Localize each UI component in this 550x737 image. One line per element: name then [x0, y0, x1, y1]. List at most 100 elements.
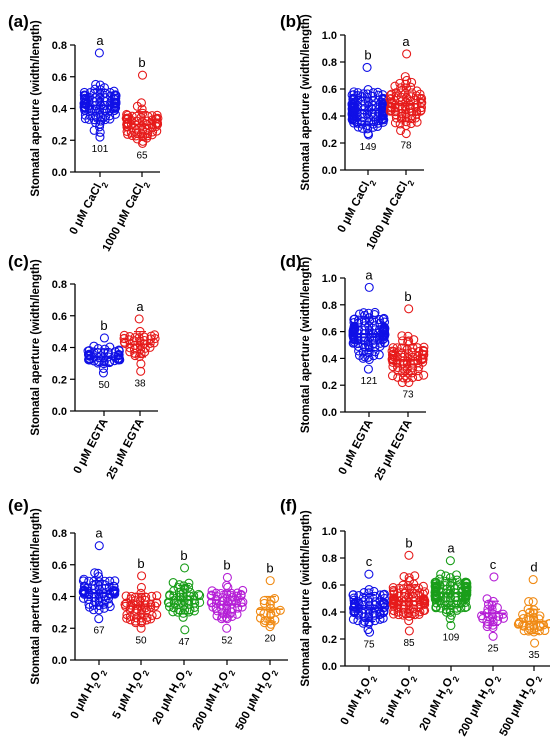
data-point — [410, 571, 420, 581]
sample-size-label: 38 — [134, 378, 146, 389]
significance-letter: d — [530, 560, 537, 575]
data-point — [388, 343, 398, 353]
y-tick-label: 0.8 — [52, 279, 67, 291]
data-point — [180, 625, 190, 635]
data-point — [131, 131, 141, 141]
data-point — [386, 93, 396, 104]
data-point — [152, 610, 162, 620]
data-point — [402, 49, 412, 59]
data-point — [359, 588, 369, 598]
y-axis-label: Stomatal aperture (width/length) — [300, 14, 312, 191]
y-tick-label: 1.0 — [322, 526, 337, 538]
data-point — [364, 282, 374, 292]
data-point — [404, 573, 414, 583]
data-point — [189, 602, 200, 612]
data-point — [370, 307, 380, 318]
significance-letter: a — [447, 541, 455, 556]
data-point — [436, 569, 446, 579]
data-point — [397, 331, 407, 341]
data-point — [260, 615, 270, 626]
data-point — [400, 88, 410, 99]
data-point — [232, 588, 242, 598]
data-point — [387, 353, 397, 364]
data-point — [393, 588, 403, 598]
data-point — [136, 582, 146, 592]
sample-size-label: 85 — [403, 638, 415, 649]
y-axis-label: Stomatal aperture (width/length) — [300, 257, 312, 434]
data-point — [399, 572, 409, 582]
y-tick-label: 0.2 — [322, 138, 337, 150]
y-tick-label: 0.0 — [322, 661, 337, 673]
data-point — [174, 580, 184, 590]
data-point — [94, 614, 104, 624]
data-point — [358, 347, 368, 357]
y-axis-label: Stomatal aperture (width/length) — [30, 259, 42, 436]
sample-size-label: 73 — [402, 390, 414, 401]
y-tick-label: 0.6 — [322, 580, 337, 592]
y-tick-label: 0.0 — [322, 165, 337, 177]
x-tick-label: 200 μM H2O2 — [457, 672, 504, 737]
data-point — [110, 576, 120, 586]
data-point — [178, 588, 188, 598]
data-point — [126, 591, 137, 601]
data-point — [404, 626, 414, 636]
data-point — [216, 588, 226, 599]
data-point — [364, 308, 374, 318]
sample-size-label: 50 — [98, 380, 110, 391]
sample-size-label: 52 — [221, 635, 233, 646]
data-point — [447, 577, 457, 587]
data-point — [528, 597, 538, 607]
data-point — [388, 583, 398, 593]
data-point — [374, 315, 384, 325]
x-tick-label: 0 μM EGTA — [337, 418, 376, 477]
data-point — [363, 124, 373, 134]
y-tick-label: 0.0 — [52, 167, 67, 179]
data-point — [404, 550, 414, 560]
data-point — [105, 342, 115, 352]
y-tick-label: 0.8 — [52, 40, 67, 52]
y-tick-label: 0.8 — [322, 553, 337, 565]
chart-panel: (a) Stomatal aperture (width/length) 0.0 0.… — [8, 12, 163, 254]
data-point — [222, 572, 232, 583]
data-point — [419, 342, 429, 352]
data-point — [122, 610, 132, 620]
data-point — [85, 88, 95, 98]
data-point — [94, 541, 104, 551]
data-point — [98, 368, 108, 378]
x-tick-label: 500 μM H2O2 — [498, 672, 545, 737]
data-point — [388, 585, 398, 595]
chart-panel: (e)Stomatal aperture (width/length) 0.0 0.… — [8, 496, 288, 732]
data-point — [379, 313, 389, 323]
data-point — [120, 599, 130, 610]
sample-size-label: 20 — [264, 634, 276, 645]
data-point — [489, 572, 499, 582]
data-point — [498, 609, 508, 619]
data-point — [79, 87, 89, 97]
data-point — [180, 563, 190, 573]
data-point — [134, 333, 144, 343]
significance-letter: b — [100, 318, 107, 333]
data-point — [114, 345, 124, 355]
data-point — [359, 308, 369, 318]
data-point — [387, 89, 397, 99]
sample-size-label: 109 — [443, 633, 460, 644]
significance-letter: b — [364, 47, 371, 62]
data-point — [398, 604, 409, 614]
data-point — [390, 81, 400, 91]
data-point — [93, 568, 103, 578]
data-point — [119, 333, 129, 343]
y-tick-label: 0.4 — [52, 104, 68, 116]
data-point — [222, 623, 232, 633]
data-point — [121, 591, 131, 601]
significance-letter: b — [138, 55, 145, 70]
y-tick-label: 0.6 — [322, 84, 337, 96]
panel-label: (f) — [280, 496, 297, 515]
significance-letter: b — [137, 556, 144, 571]
data-point — [396, 125, 406, 136]
x-tick-label: 0 μM CaCl2 — [68, 178, 111, 239]
chart-panel: (b)Stomatal aperture (width/length) 0.0 0.… — [280, 12, 427, 252]
sample-size-label: 121 — [361, 376, 378, 387]
data-point — [445, 573, 455, 583]
data-point — [122, 113, 133, 123]
significance-letter: a — [402, 34, 410, 49]
